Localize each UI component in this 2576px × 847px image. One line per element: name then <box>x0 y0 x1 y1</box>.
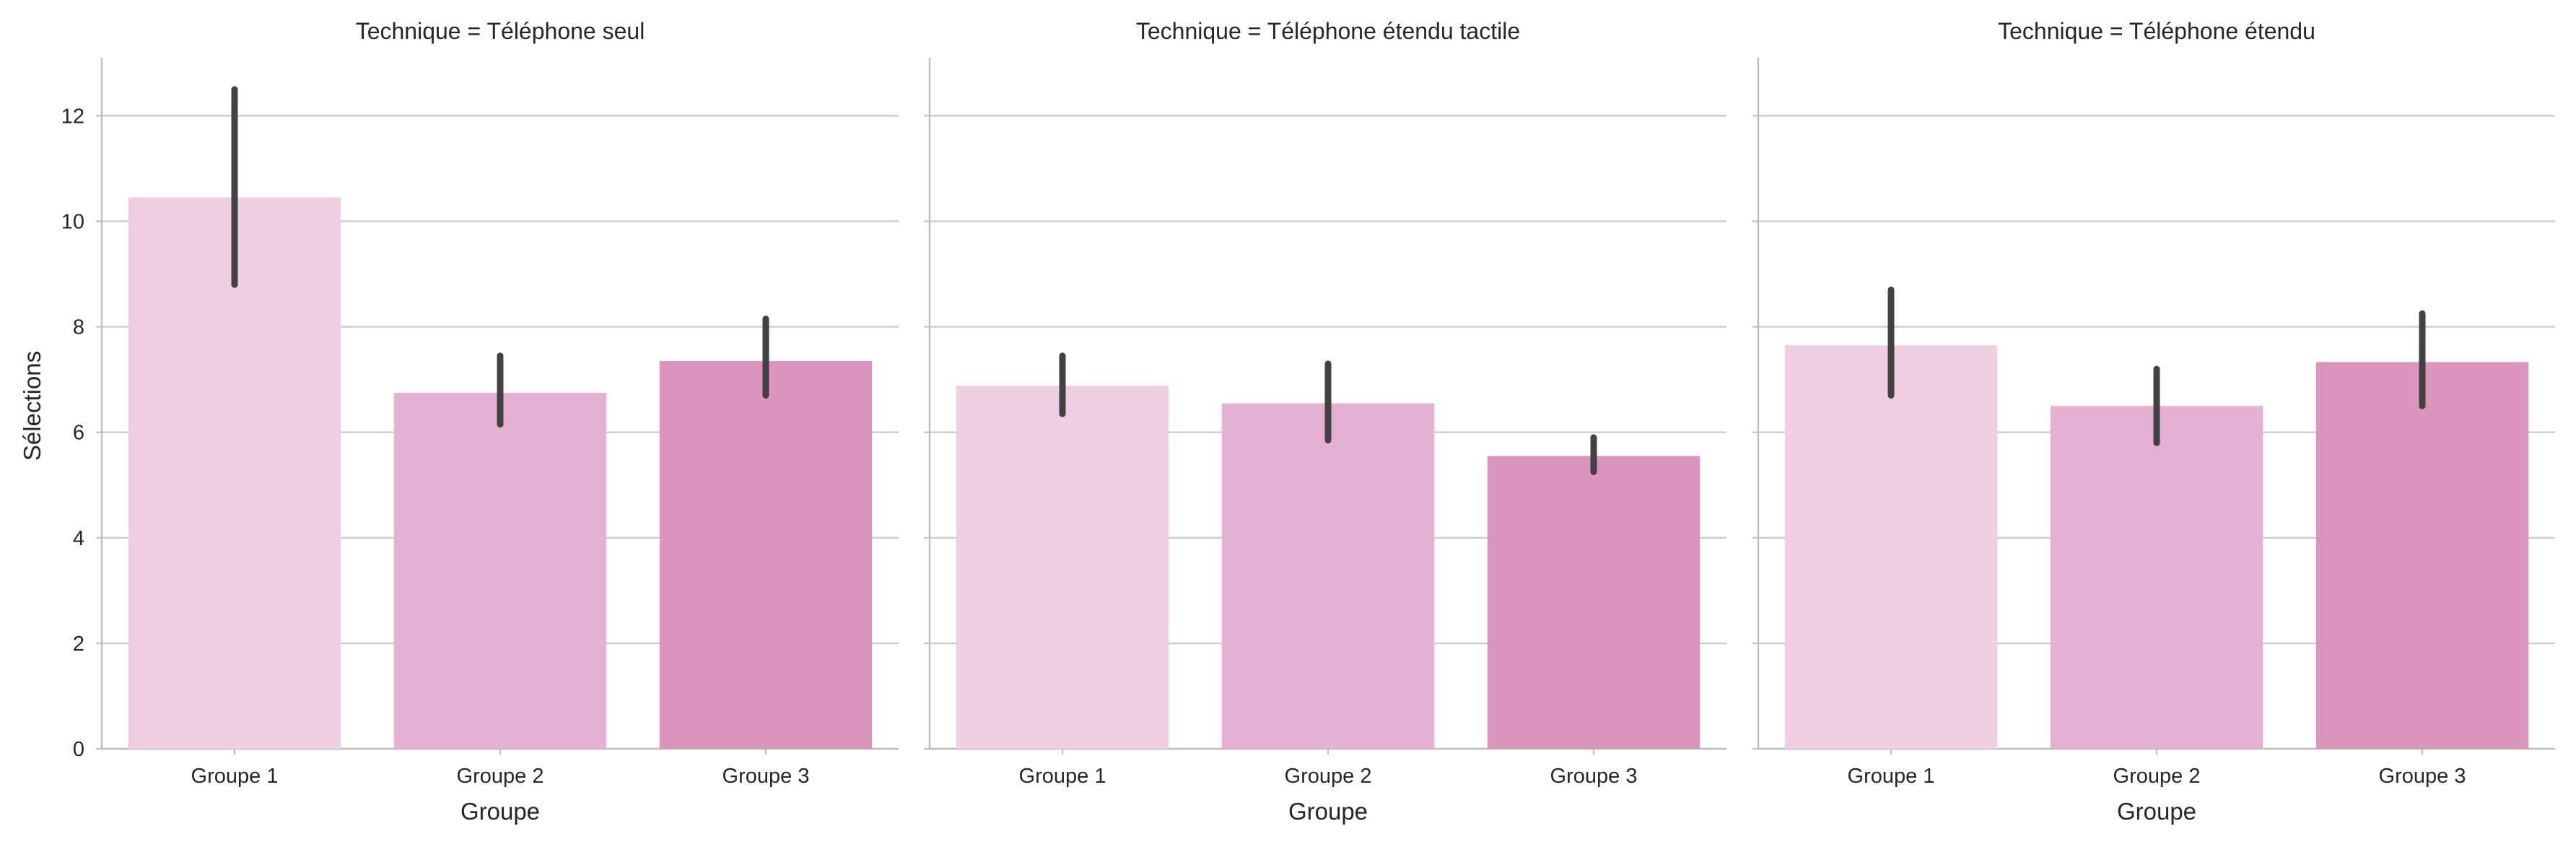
x-tick-label: Groupe 3 <box>2379 765 2466 788</box>
bar-3-3 <box>2315 362 2529 749</box>
facet-title: Technique = Téléphone seul <box>356 18 645 44</box>
x-tick-label: Groupe 2 <box>1285 765 1372 788</box>
bar-1-2 <box>393 392 607 749</box>
x-tick-label: Groupe 2 <box>457 765 544 788</box>
bar-3-2 <box>2050 406 2263 749</box>
x-tick-label: Groupe 1 <box>1848 765 1935 788</box>
facet-title: Technique = Téléphone étendu <box>1998 18 2315 44</box>
x-axis-label: Groupe <box>460 798 540 825</box>
bar-1-1 <box>128 197 341 749</box>
bar-2-3 <box>1487 456 1700 749</box>
facet-panel-2: Technique = Téléphone étendu tactile Grou… <box>924 18 1726 825</box>
y-tick-label: 4 <box>73 527 84 550</box>
x-tick-label: Groupe 3 <box>1550 765 1638 788</box>
y-tick-label: 0 <box>73 738 84 761</box>
y-tick-label: 6 <box>73 422 84 445</box>
y-tick-label: 2 <box>73 633 84 656</box>
x-axis-label: Groupe <box>1288 798 1368 825</box>
y-tick-label: 12 <box>61 105 84 128</box>
x-tick-label: Groupe 3 <box>722 765 810 788</box>
x-tick-label: Groupe 1 <box>191 765 279 788</box>
x-tick-label: Groupe 1 <box>1019 765 1106 788</box>
x-tick-label: Groupe 2 <box>2113 765 2201 788</box>
bar-3-1 <box>1784 345 1998 749</box>
bar-2-2 <box>1221 403 1435 749</box>
bar-1-3 <box>659 361 873 749</box>
y-tick-label: 10 <box>61 210 84 233</box>
y-tick-label: 8 <box>73 316 84 339</box>
x-axis-label: Groupe <box>2117 798 2196 825</box>
facet-panel-3: Technique = Téléphone étendu Groupe 1 Grou… <box>1752 18 2555 825</box>
y-axis-label: Sélections <box>19 351 45 461</box>
bar-2-1 <box>956 386 1169 749</box>
facet-panel-1: 0 2 4 6 8 10 12 Technique = Téléphone seul Group… <box>61 18 899 825</box>
facet-title: Technique = Téléphone étendu tactile <box>1136 18 1520 44</box>
